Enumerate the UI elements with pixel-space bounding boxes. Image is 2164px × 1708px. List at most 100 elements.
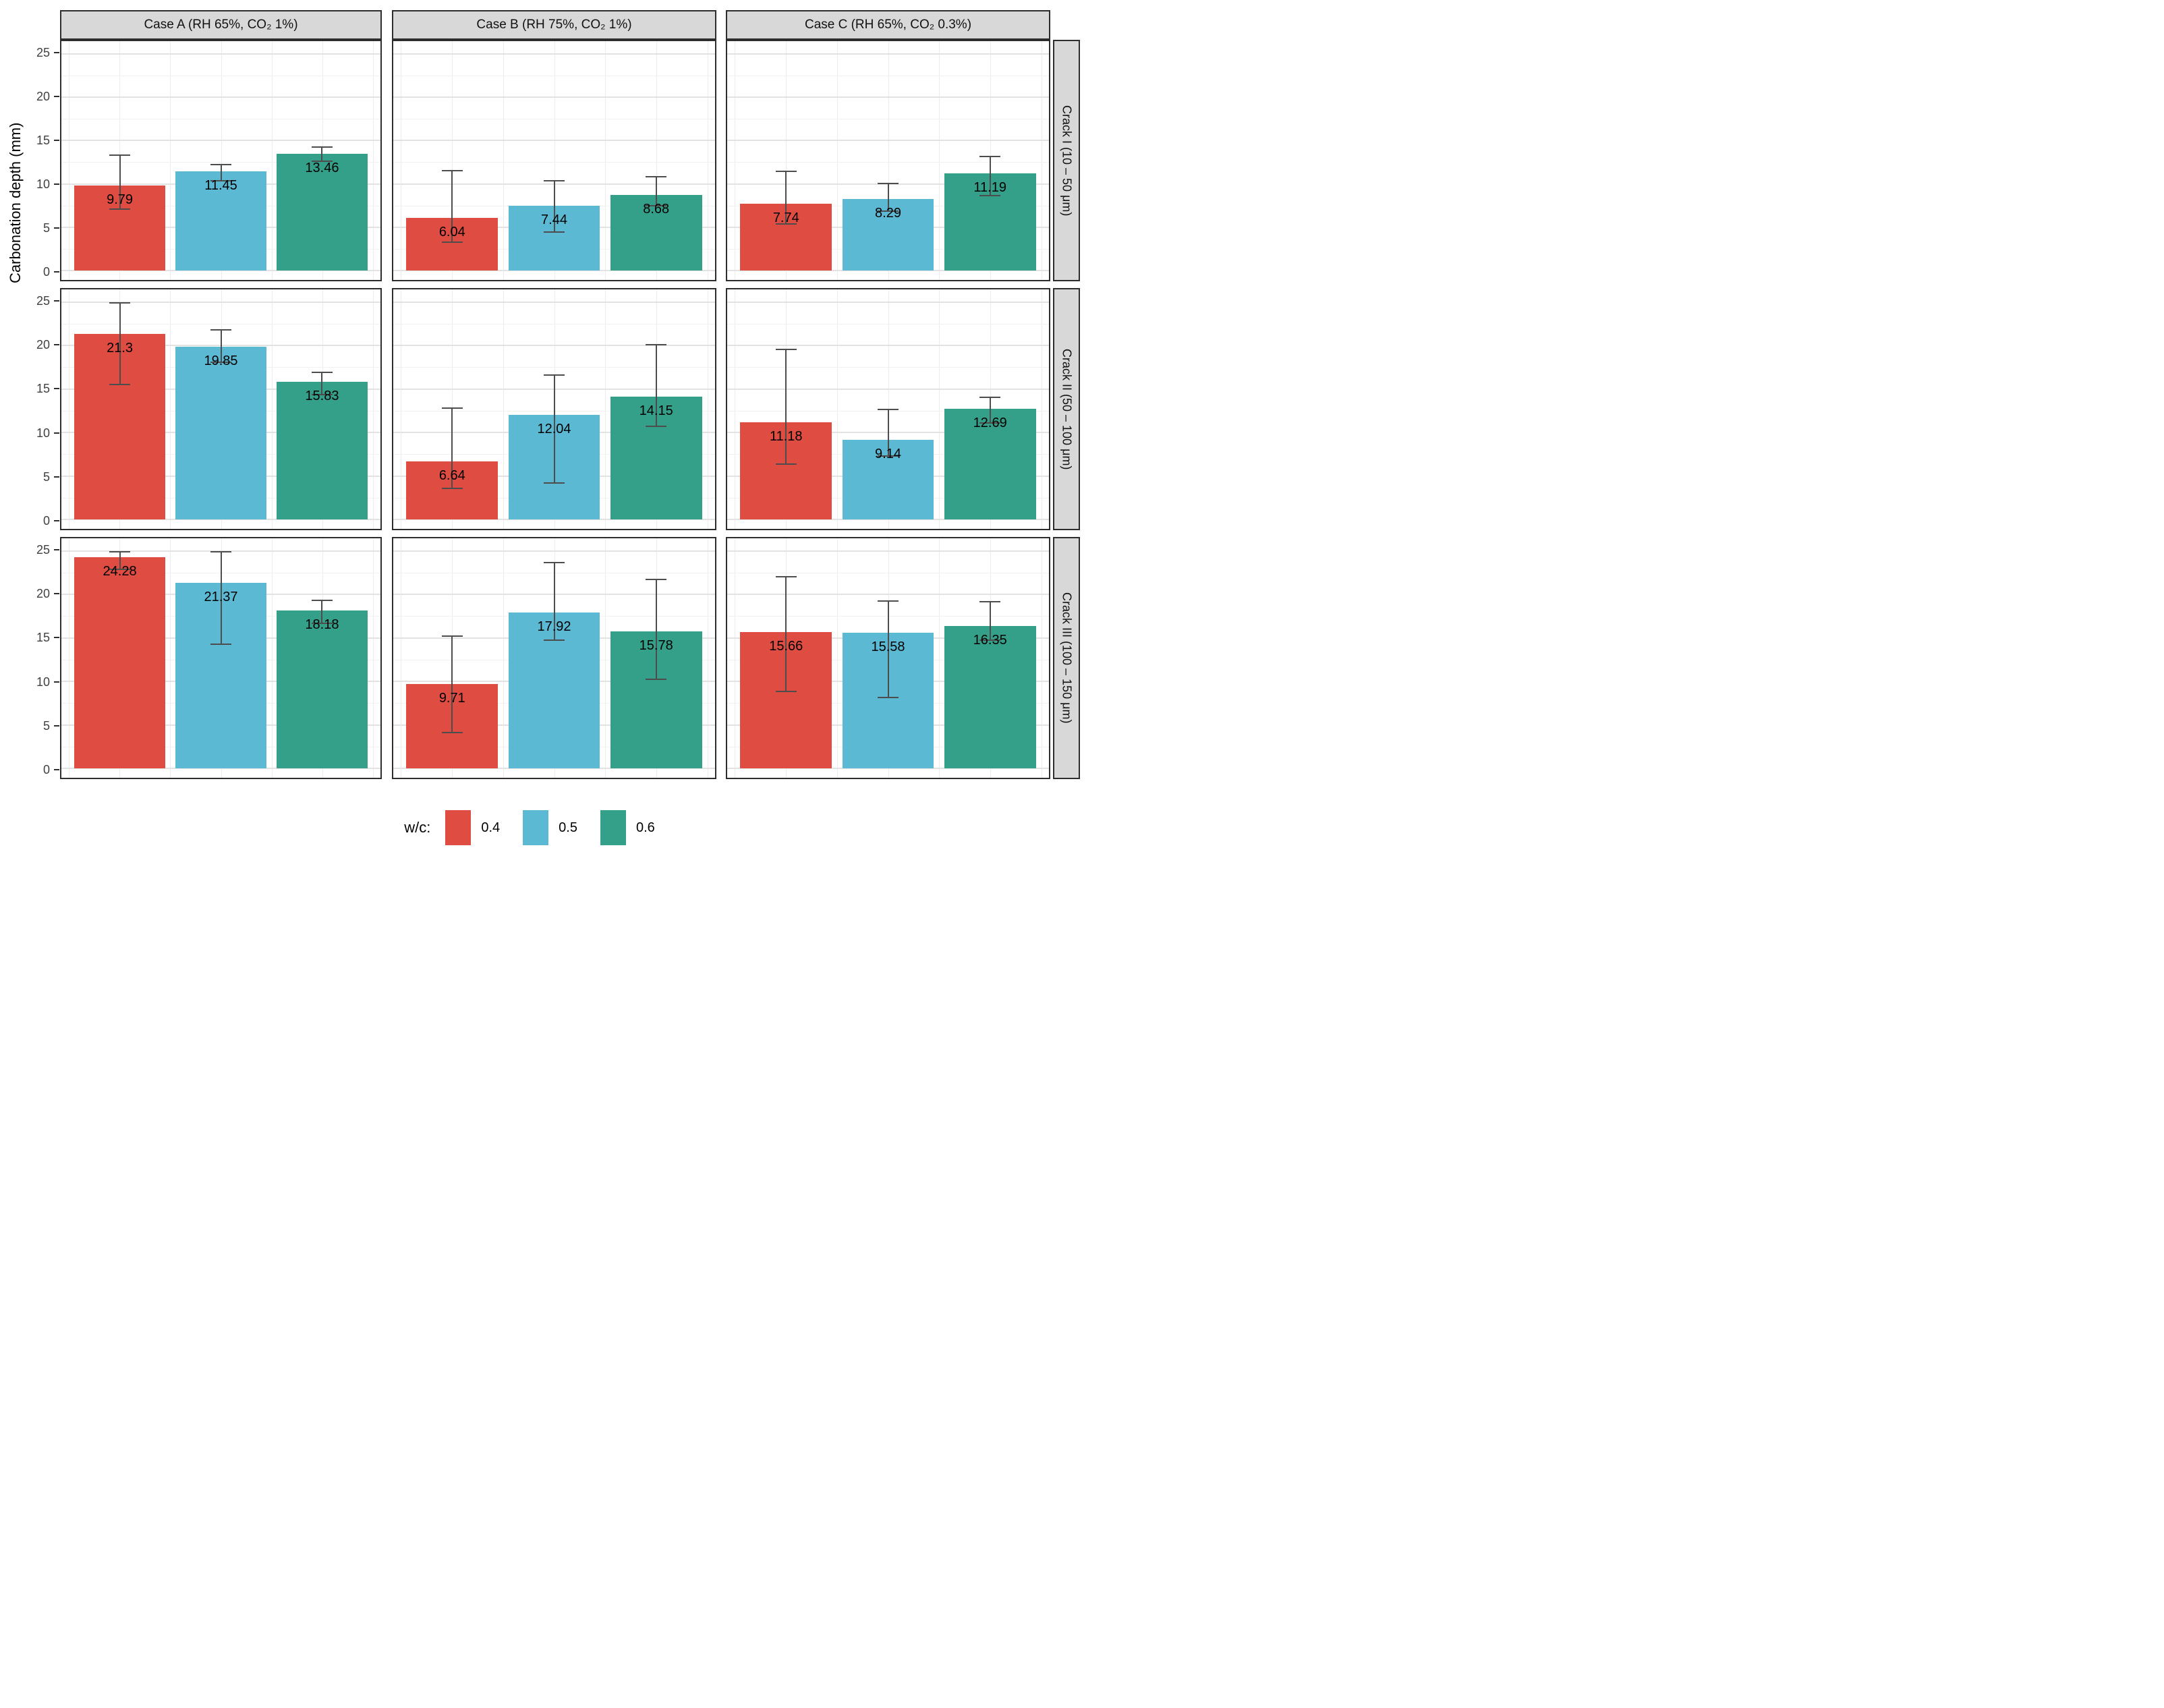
gridline-major [61, 53, 380, 55]
y-tick-label: 15 [36, 382, 50, 396]
error-bar-cap-top [543, 180, 565, 182]
gridline-major [61, 270, 380, 272]
y-tick-label: 5 [42, 221, 50, 235]
bar-value-label: 17.92 [537, 619, 571, 634]
facet-panel: 9.71 17.92 15.78 [392, 537, 716, 779]
error-bar-cap-top [775, 349, 797, 351]
bar-value-label: 19.85 [204, 353, 238, 369]
error-bar-cap-top [109, 154, 130, 156]
bar-value-label: 6.64 [438, 468, 465, 484]
bar-value-label: 8.68 [643, 202, 670, 217]
error-bar-line [451, 407, 453, 489]
facet-strip-label: Case C (RH 65%, CO₂ 0.3%) [804, 18, 972, 32]
gridline-minor [727, 367, 1049, 368]
bar-wc-0.5 [175, 347, 266, 520]
facet-strip-label: Crack II (50 – 100 μm) [1060, 348, 1074, 470]
facet-panel: 11.18 9.14 12.69 [726, 288, 1050, 530]
bar-value-label: 9.14 [875, 447, 901, 462]
y-tick-mark [54, 548, 59, 550]
error-bar-line [553, 562, 555, 641]
error-bar-cap-top [543, 374, 565, 376]
gridline-vertical [271, 289, 273, 529]
error-bar-cap-bottom [543, 482, 565, 484]
bar-value-label: 21.37 [204, 589, 238, 604]
error-bar-cap-top [877, 600, 899, 602]
gridline-vertical [605, 538, 606, 778]
error-bar-line [989, 156, 991, 196]
gridline-major [61, 140, 380, 142]
facet-strip-crack-ii: Crack II (50 – 100 μm) [1053, 288, 1080, 530]
bar-wc-0.4 [74, 557, 165, 769]
facet-panel: 6.64 12.04 14.15 [392, 288, 716, 530]
bar-value-label: 14.15 [639, 403, 673, 418]
bar-wc-0.6 [944, 409, 1036, 520]
bar-value-label: 24.28 [103, 563, 137, 579]
legend-items: 0.4 0.5 0.6 [445, 810, 677, 845]
bar-value-label: 18.18 [305, 617, 339, 632]
gridline-vertical [271, 538, 273, 778]
gridline-vertical [373, 289, 374, 529]
error-bar-cap-top [109, 550, 130, 552]
bar-value-label: 21.3 [107, 341, 134, 356]
y-tick-label: 0 [42, 762, 50, 776]
legend-swatch [523, 810, 549, 845]
bar-value-label: 11.45 [204, 177, 237, 193]
y-tick-mark [54, 432, 59, 434]
gridline-major [393, 768, 715, 770]
error-bar-line [655, 343, 657, 428]
y-tick-mark [54, 271, 59, 273]
error-bar-cap-top [979, 397, 1001, 399]
gridline-minor [393, 367, 715, 368]
gridline-vertical [656, 41, 658, 280]
error-bar-cap-bottom [441, 241, 463, 243]
bar-wc-0.6 [277, 154, 368, 271]
gridline-major [727, 345, 1049, 347]
gridline-major [727, 519, 1049, 521]
gridline-vertical [503, 538, 504, 778]
legend-item-wc-0.5: 0.5 [523, 810, 577, 845]
bar-value-label: 8.29 [875, 205, 901, 221]
gridline-minor [393, 162, 715, 163]
legend-label: 0.4 [481, 820, 501, 835]
gridline-major [727, 301, 1049, 303]
gridline-major [727, 594, 1049, 596]
error-bar-cap-bottom [877, 210, 899, 212]
gridline-vertical [271, 41, 273, 280]
gridline-major [393, 519, 715, 521]
error-bar-cap-bottom [877, 455, 899, 457]
legend-swatch [445, 810, 472, 845]
error-bar-cap-top [312, 146, 333, 148]
gridline-major [727, 768, 1049, 770]
error-bar-line [887, 183, 889, 212]
gridline-major [727, 270, 1049, 272]
y-tick-mark [54, 637, 59, 639]
faceted-bar-chart: Carbonation depth (mm) Case A (RH 65%, C… [0, 0, 1082, 854]
error-bar-cap-bottom [109, 569, 130, 571]
error-bar-cap-bottom [441, 732, 463, 734]
y-tick-label: 0 [42, 264, 50, 279]
y-tick-label: 10 [36, 675, 50, 689]
bar-value-label: 7.44 [541, 212, 567, 228]
gridline-major [393, 270, 715, 272]
error-bar-cap-top [979, 156, 1001, 158]
error-bar-cap-top [979, 601, 1001, 603]
legend-swatch [600, 810, 626, 845]
bar-wc-0.5 [175, 171, 266, 271]
error-bar-line [119, 550, 121, 571]
y-tick-label: 25 [36, 542, 50, 557]
error-bar-line [119, 302, 121, 386]
gridline-major [61, 519, 380, 521]
gridline-vertical [836, 41, 838, 280]
facet-panel: 9.79 11.45 13.46 [60, 40, 382, 281]
gridline-vertical [836, 538, 838, 778]
gridline-major [393, 550, 715, 552]
error-bar-cap-bottom [877, 696, 899, 698]
error-bar-line [785, 349, 787, 465]
y-tick-mark [54, 593, 59, 595]
gridline-vertical [939, 41, 940, 280]
error-bar-line [887, 600, 889, 698]
error-bar-cap-bottom [646, 426, 667, 428]
bar-value-label: 13.46 [305, 161, 339, 176]
y-tick-mark [54, 300, 59, 302]
error-bar-cap-top [441, 635, 463, 637]
